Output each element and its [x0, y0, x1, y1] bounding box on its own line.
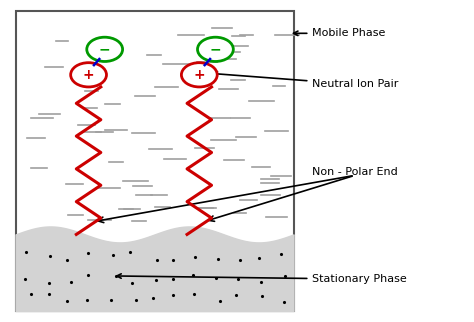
Text: +: +: [193, 68, 205, 82]
Circle shape: [182, 63, 217, 87]
Text: Non - Polar End: Non - Polar End: [312, 167, 398, 177]
Circle shape: [71, 63, 107, 87]
Text: Mobile Phase: Mobile Phase: [293, 28, 386, 38]
Bar: [16, 11, 293, 311]
Circle shape: [198, 37, 233, 62]
Text: −: −: [210, 42, 221, 56]
Text: −: −: [99, 42, 110, 56]
Text: Stationary Phase: Stationary Phase: [117, 274, 407, 284]
Text: Neutral Ion Pair: Neutral Ion Pair: [213, 72, 399, 90]
Circle shape: [87, 37, 123, 62]
Text: +: +: [83, 68, 94, 82]
